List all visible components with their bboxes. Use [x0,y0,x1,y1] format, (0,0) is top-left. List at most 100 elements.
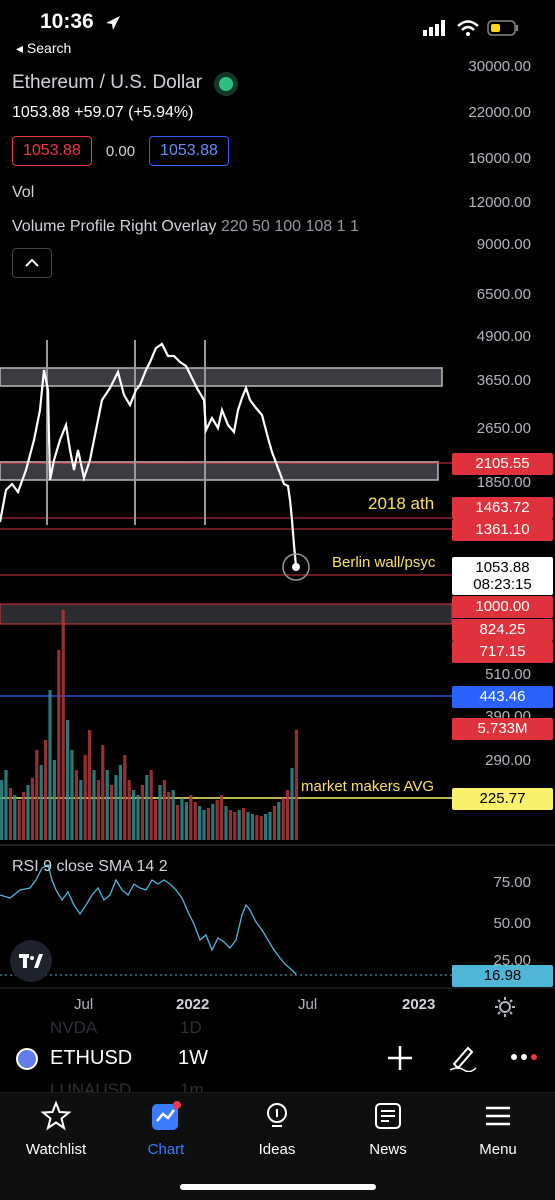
add-icon[interactable] [386,1044,414,1072]
volume-bar [136,795,140,840]
volume-bar [8,788,12,840]
volume-bar [114,775,118,840]
volume-bar [255,815,259,840]
time-label: 2022 [176,996,210,1013]
price-axis-label: 510.00 [485,666,531,683]
volume-bar [277,802,281,840]
symbol-selector[interactable]: ETHUSD [50,1047,133,1069]
rsi-axis-label: 50.00 [493,915,531,932]
volume-bar [83,755,87,840]
time-label: 2023 [402,996,436,1013]
volume-bar [228,810,232,840]
volume-bar [242,808,246,840]
volume-bar [176,805,180,840]
volume-value-tag: 5.733M [452,718,553,740]
volume-bar [180,798,184,840]
picker-ghost-symbol: NVDA [50,1018,98,1037]
chevron-up-icon [25,258,39,267]
volume-bar [246,812,250,840]
tab-label: Chart [147,1141,185,1158]
volume-bar [88,730,92,840]
volume-bar [281,798,285,840]
volume-bar [118,765,122,840]
volume-bar [4,770,8,840]
vol-indicator-label[interactable]: Vol [12,184,35,201]
volume-bar [96,780,100,840]
spread-value: 0.00 [105,142,136,160]
drawing-tool-icon[interactable] [448,1042,478,1072]
price-axis-label: 2650.00 [476,420,531,437]
rsi-line [0,864,297,975]
volume-profile-label[interactable]: Volume Profile Right Overlay 220 50 100 … [12,218,359,236]
tab-watchlist[interactable]: Watchlist [6,1100,106,1158]
volume-bar [215,800,219,840]
star-icon [40,1100,72,1131]
buy-price-button[interactable]: 1053.88 [149,136,229,166]
volume-bar [66,720,70,840]
level-tag-1000: 1000.00 [452,596,553,618]
volume-bar [259,816,263,840]
tab-chart[interactable]: Chart [116,1101,216,1158]
symbol-header[interactable]: Ethereum / U.S. Dollar [12,72,233,94]
collapse-legend-button[interactable] [12,248,52,278]
last-price-change: 1053.88 +59.07 (+5.94%) [12,104,194,121]
volume-bar [145,775,149,840]
volume-bar [127,780,131,840]
tab-label: News [369,1141,407,1158]
hamburger-menu-icon [486,1106,510,1126]
tab-menu[interactable]: Menu [448,1101,548,1158]
volume-bar [224,806,228,840]
volume-bar [74,770,78,840]
volume-bar [154,800,158,840]
price-axis-label: 22000.00 [468,104,531,121]
back-label: Search [26,40,72,56]
volume-bar [184,802,188,840]
wifi-icon [457,20,479,36]
lightbulb-icon [267,1103,287,1127]
price-axis-label: 4900.00 [476,328,531,345]
picker-ghost-timeframe: 1D [180,1018,202,1037]
volume-bar [123,755,127,840]
volume-bar [17,800,21,840]
sell-price-button[interactable]: 1053.88 [12,136,92,166]
level-tag-717: 717.15 [452,641,553,663]
annotation-market-makers: market makers AVG [301,778,435,795]
annotation-berlin-wall: Berlin wall/psyc [332,554,436,571]
rsi-axis-label: 25.00 [493,952,531,969]
more-options-icon[interactable] [510,1052,538,1062]
volume-bar [92,770,96,840]
current-price-tag: 1053.88 08:23:15 [452,557,553,595]
zone-1000 [0,603,453,625]
volume-bar [202,810,206,840]
rsi-value-tag: 16.98 [452,965,553,987]
price-axis-label: 6500.00 [476,286,531,303]
market-open-indicator [218,76,233,91]
tab-ideas[interactable]: Ideas [227,1101,327,1158]
volume-bar [57,650,61,840]
price-axis-label: 1850.00 [476,474,531,491]
volume-bar [0,780,4,840]
timeframe-selector[interactable]: 1W [178,1047,208,1069]
volume-bar [206,808,210,840]
volume-bar [290,768,294,840]
tab-label: Ideas [258,1141,296,1158]
tab-news[interactable]: News [338,1101,438,1158]
chart-canvas[interactable] [0,0,555,1036]
volume-bar [48,690,52,840]
volume-bar [286,790,290,840]
back-to-search[interactable]: ◂ Search [16,40,72,56]
rsi-indicator-label[interactable]: RSI 9 close SMA 14 2 [12,858,168,875]
volume-bar [198,806,202,840]
rsi-axis-label: 75.00 [493,874,531,891]
time-axis: Jul 2022 Jul 2023 [0,996,555,1020]
level-tag-225: 225.77 [452,788,553,810]
volume-bar [140,785,144,840]
volume-bar [52,760,56,840]
volume-bar [132,790,136,840]
chart-settings-gear-icon[interactable] [494,996,516,1018]
vp-params: 220 50 100 108 1 1 [220,218,359,235]
volume-bar [171,790,175,840]
home-indicator [180,1184,376,1190]
bid-ask-panel: 1053.88 0.00 1053.88 [12,136,229,166]
price-axis-label: 12000.00 [468,194,531,211]
